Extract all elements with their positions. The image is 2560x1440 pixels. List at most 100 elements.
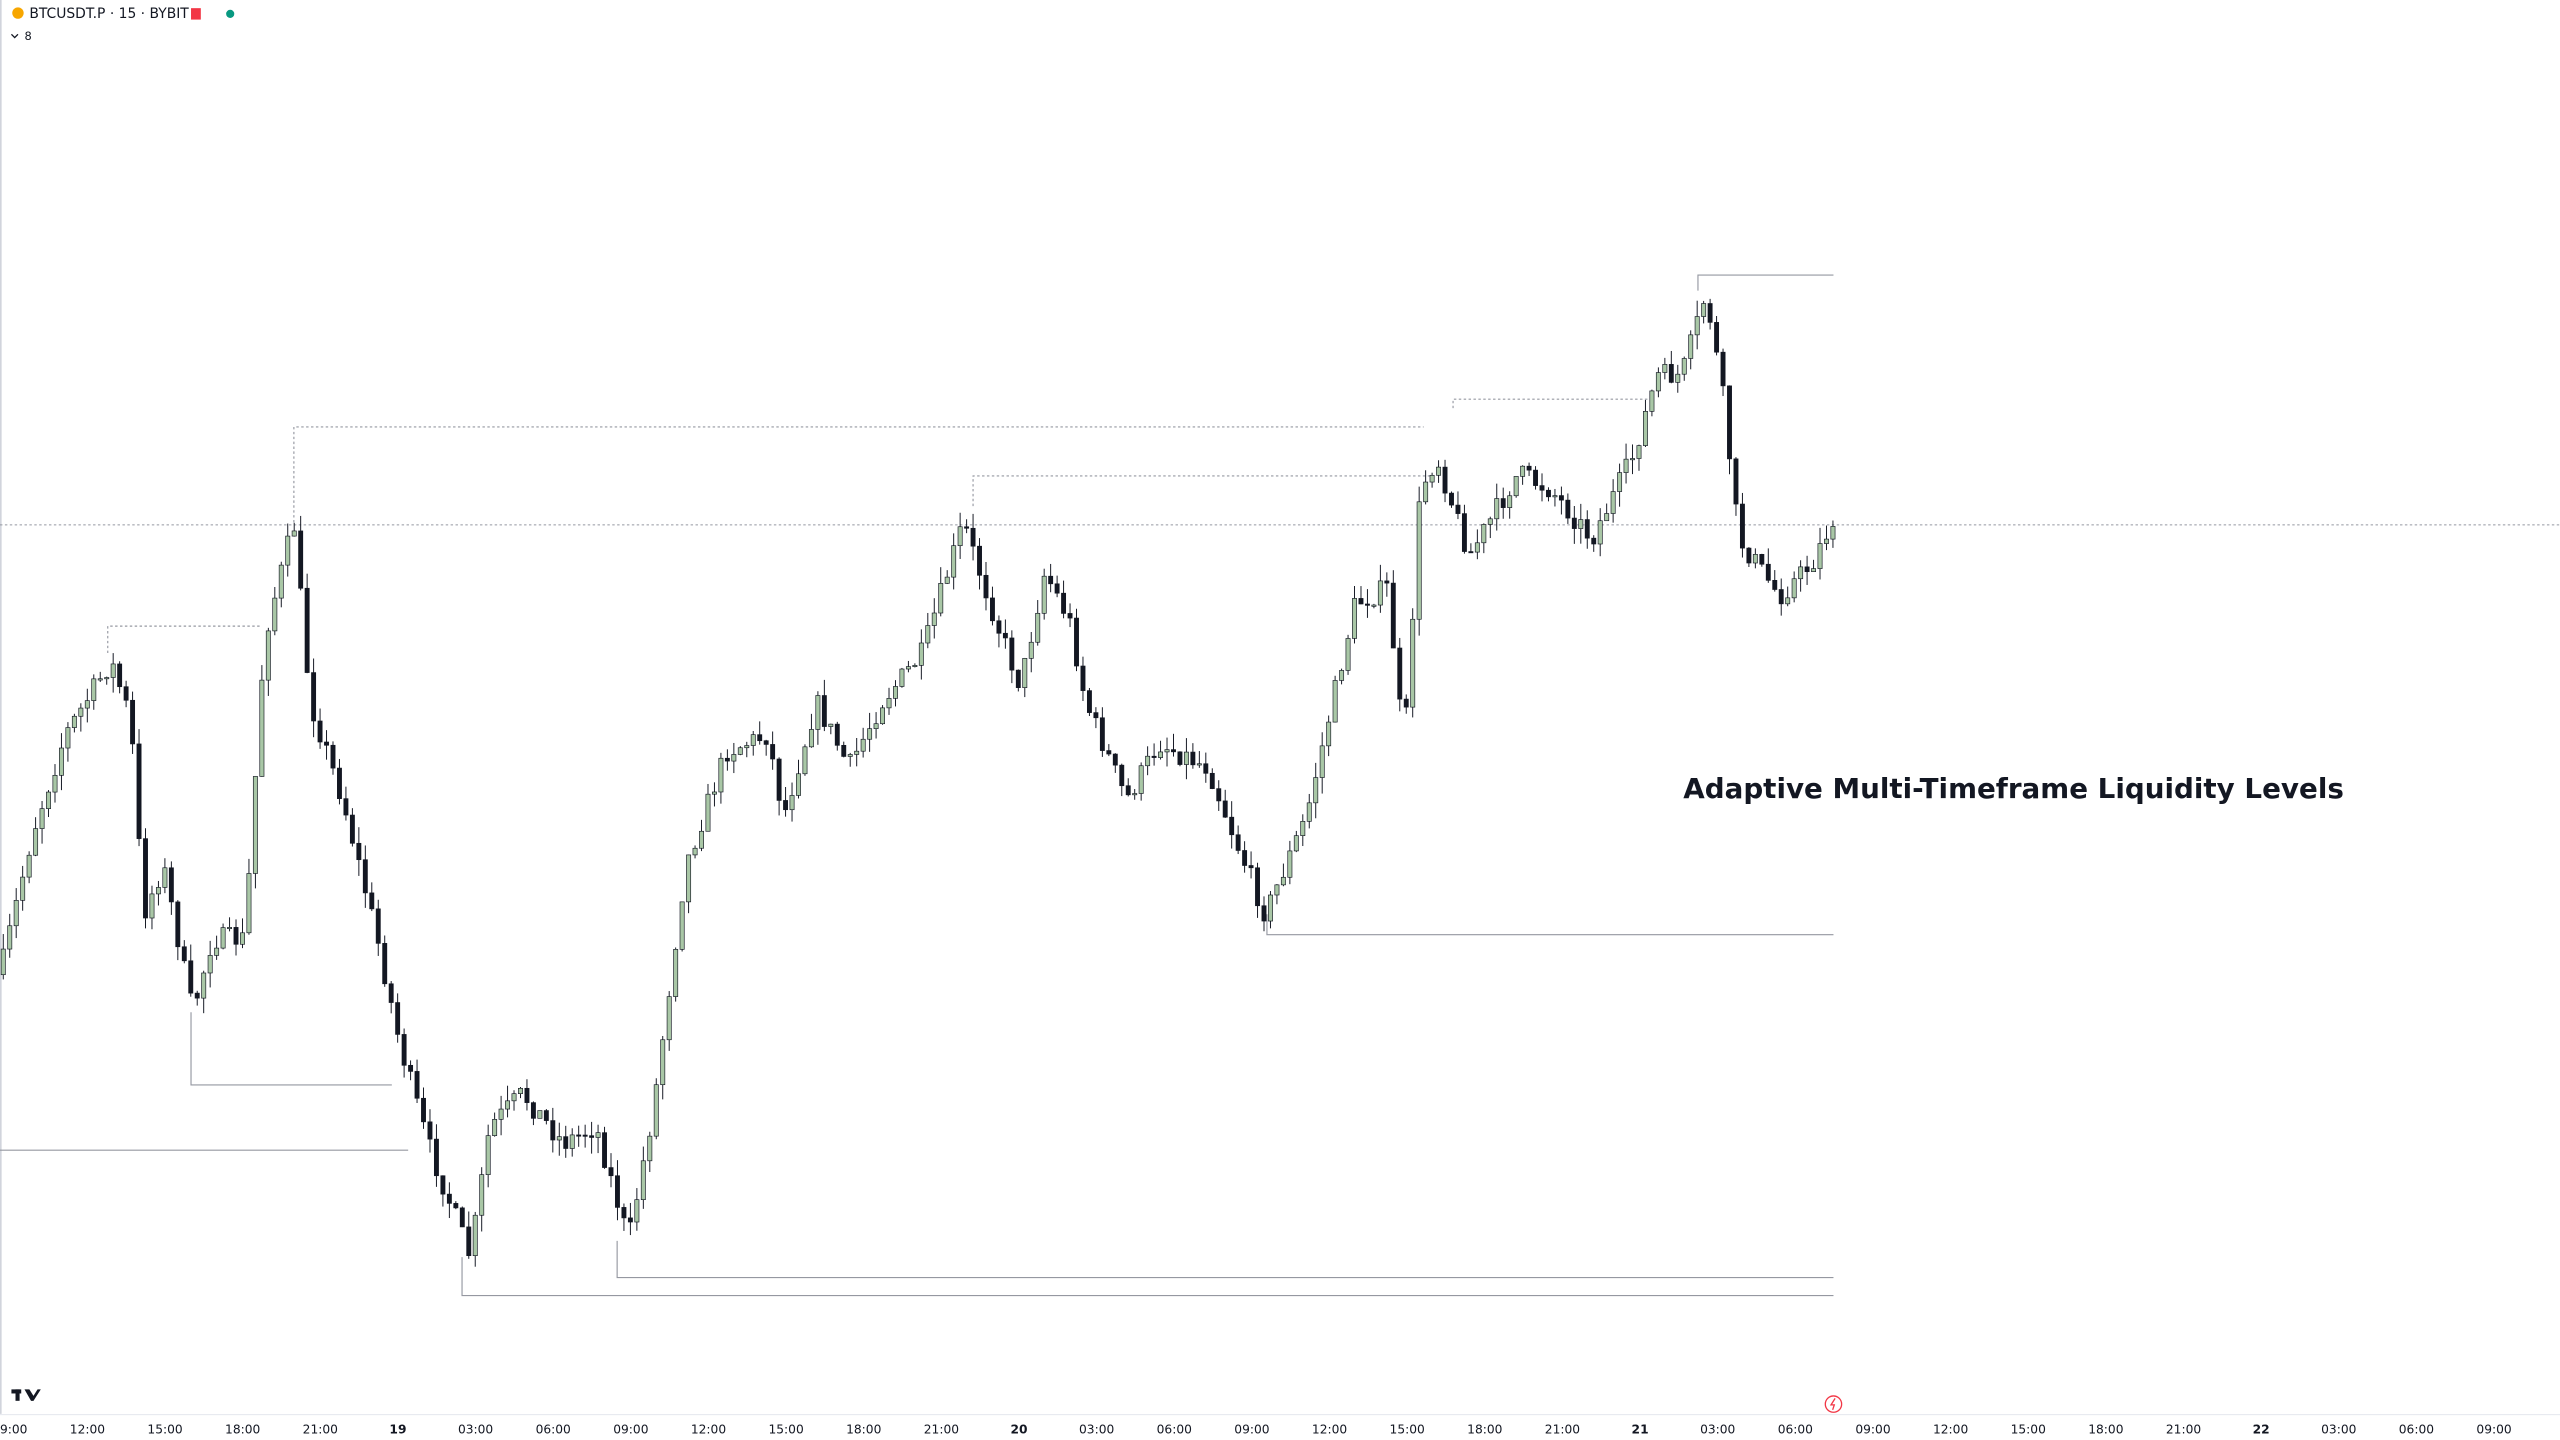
- candle-body: [634, 1199, 640, 1223]
- candle-body: [1474, 542, 1480, 553]
- candle-body: [1028, 641, 1034, 659]
- candle-body: [84, 700, 90, 709]
- candle-body: [1035, 612, 1041, 643]
- candle-body: [1442, 466, 1448, 494]
- time-label: 12:00: [70, 1423, 105, 1437]
- candle-body: [78, 707, 84, 717]
- candle-body: [97, 678, 103, 681]
- candle-body: [168, 867, 174, 903]
- candle-body: [1235, 834, 1241, 851]
- candle-body: [1591, 537, 1597, 545]
- candle-body: [1138, 765, 1144, 794]
- candle-body: [395, 1002, 401, 1035]
- candle-body: [1364, 603, 1370, 606]
- candle-body: [1145, 755, 1151, 767]
- candle-body: [1339, 670, 1345, 681]
- candle-body: [1067, 613, 1073, 619]
- candle-body: [1345, 638, 1351, 671]
- candle-body: [446, 1193, 452, 1204]
- time-label: 03:00: [2321, 1423, 2356, 1437]
- candle-body: [1604, 513, 1610, 522]
- candle-body: [1617, 472, 1623, 492]
- candle-body: [401, 1034, 407, 1066]
- candle-body: [1739, 503, 1745, 549]
- candle-body: [608, 1167, 614, 1177]
- candle-body: [1610, 491, 1616, 514]
- candle-body: [207, 955, 213, 974]
- candle-body: [1015, 669, 1021, 688]
- candle-body: [505, 1100, 511, 1110]
- candle-body: [776, 758, 782, 801]
- collapse-chevron[interactable]: [10, 33, 19, 39]
- candle-body: [1002, 632, 1008, 639]
- candle-body: [1546, 489, 1551, 498]
- level-line: [1266, 914, 1834, 936]
- market-flag: [191, 8, 201, 20]
- logo[interactable]: [11, 1389, 41, 1401]
- candle-body: [834, 723, 840, 746]
- candle-body: [349, 814, 355, 844]
- time-label: 15:00: [147, 1423, 182, 1437]
- annotation: Adaptive Multi-Timeframe Liquidity Level…: [1683, 772, 2344, 805]
- candle-body: [272, 597, 278, 632]
- candle-body: [1778, 589, 1784, 605]
- candle-body: [847, 754, 853, 757]
- candle-body: [815, 695, 821, 730]
- candle-body: [1649, 390, 1655, 412]
- candle-body: [1255, 867, 1260, 907]
- candle-body: [1332, 680, 1338, 723]
- candle-body: [1565, 499, 1571, 519]
- candle-body: [1319, 745, 1325, 778]
- candle-body: [1171, 749, 1176, 753]
- indicator-count[interactable]: 8: [24, 29, 31, 43]
- candle-body: [647, 1135, 653, 1162]
- candle-body: [1274, 884, 1280, 896]
- candle-body: [285, 535, 291, 566]
- candle-body: [537, 1110, 543, 1119]
- candle-body: [1759, 554, 1765, 565]
- candle-body: [1533, 469, 1538, 486]
- candle-body: [1746, 547, 1752, 564]
- candle-body: [1429, 474, 1435, 483]
- candle-body: [1403, 698, 1409, 708]
- time-label: 09:00: [2476, 1423, 2511, 1437]
- candle-body: [1151, 755, 1157, 758]
- candle-body: [1158, 751, 1164, 758]
- level-line: [1697, 274, 1834, 291]
- candle-body: [886, 698, 892, 709]
- time-label: 20: [1011, 1423, 1028, 1437]
- candle-body: [1804, 566, 1810, 573]
- candle-body: [653, 1084, 659, 1137]
- candle-body: [1830, 526, 1836, 540]
- candle-body: [311, 672, 317, 722]
- candle-body: [1668, 364, 1674, 383]
- candle-body: [1539, 485, 1545, 491]
- time-label: 09:00: [0, 1423, 27, 1437]
- candle-body: [104, 677, 110, 680]
- candle-body: [91, 678, 97, 701]
- candle-body: [1106, 750, 1112, 755]
- time-label: 22: [2253, 1423, 2270, 1437]
- time-label: 12:00: [1312, 1423, 1347, 1437]
- replay-icon[interactable]: [1824, 1395, 1843, 1413]
- symbol-icon: [12, 7, 24, 19]
- time-label: 03:00: [458, 1423, 493, 1437]
- candle-body: [602, 1132, 607, 1168]
- candle-body: [1507, 495, 1513, 508]
- candle-body: [1326, 721, 1332, 747]
- level-line: [616, 1240, 1834, 1279]
- candle-body: [563, 1136, 569, 1149]
- candle-body: [983, 574, 989, 599]
- candle-body: [808, 729, 814, 748]
- candle-body: [951, 545, 957, 578]
- candle-body: [356, 842, 362, 861]
- candle-body: [136, 743, 142, 839]
- candle-body: [893, 686, 898, 699]
- candle-body: [931, 612, 937, 626]
- candle-body: [227, 927, 233, 930]
- candle-body: [1248, 865, 1254, 869]
- candle-body: [1500, 498, 1506, 508]
- candle-body: [925, 625, 931, 644]
